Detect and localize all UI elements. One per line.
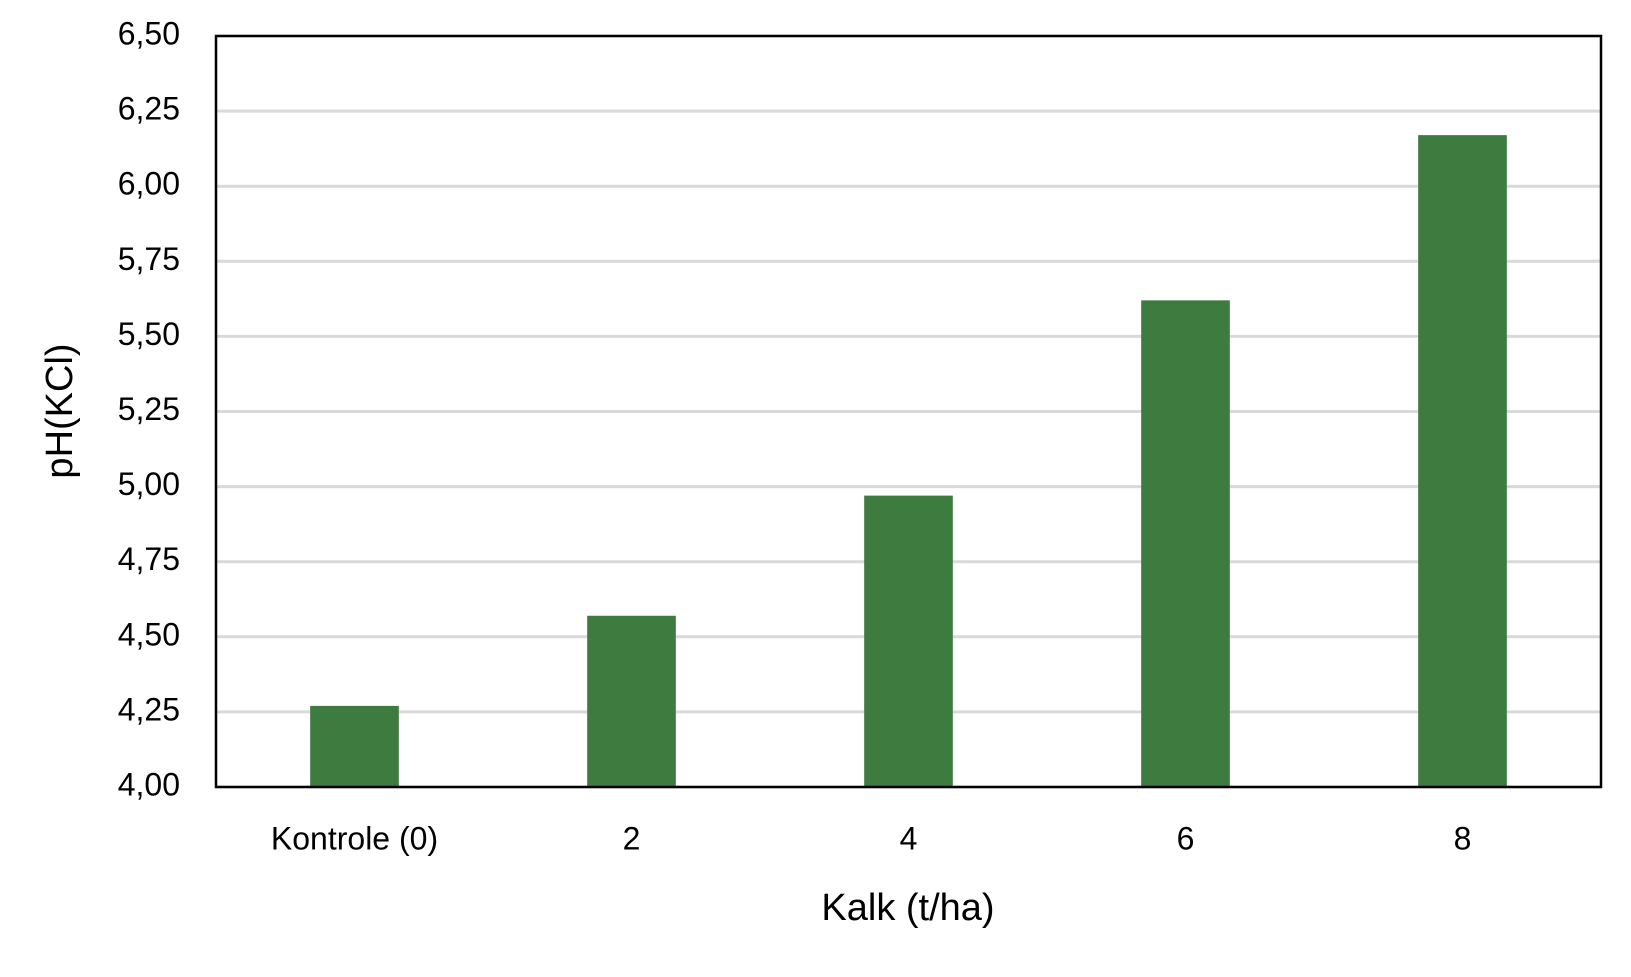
bar — [1141, 300, 1230, 787]
y-tick-label: 5,50 — [118, 316, 180, 352]
y-tick-label: 6,50 — [118, 15, 180, 51]
x-tick-label: Kontrole (0) — [271, 820, 438, 856]
y-tick-label: 6,00 — [118, 166, 180, 202]
y-tick-label: 5,25 — [118, 391, 180, 427]
bar — [310, 705, 399, 787]
plot-frame — [214, 34, 1603, 789]
x-tick-label: 2 — [623, 820, 641, 856]
x-tick-label: 6 — [1177, 820, 1195, 856]
bars — [310, 135, 1507, 787]
y-tick-label: 4,50 — [118, 616, 180, 652]
x-tick-label: 8 — [1454, 820, 1472, 856]
y-tick-label: 5,75 — [118, 241, 180, 277]
bar — [587, 615, 676, 787]
y-tick-label: 4,00 — [118, 766, 180, 802]
bar — [1418, 135, 1507, 787]
y-tick-label: 5,00 — [118, 466, 180, 502]
y-tick-label: 4,25 — [118, 691, 180, 727]
x-tick-label: 4 — [900, 820, 918, 856]
y-axis-title: pH(KCl) — [39, 343, 81, 478]
bar — [864, 495, 953, 787]
y-tick-label: 6,25 — [118, 91, 180, 127]
y-tick-label: 4,75 — [118, 541, 180, 577]
x-axis-title: Kalk (t/ha) — [821, 887, 994, 929]
